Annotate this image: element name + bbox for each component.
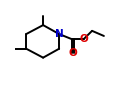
Text: O: O xyxy=(69,48,77,58)
Text: O: O xyxy=(79,34,88,44)
Text: N: N xyxy=(55,29,64,39)
